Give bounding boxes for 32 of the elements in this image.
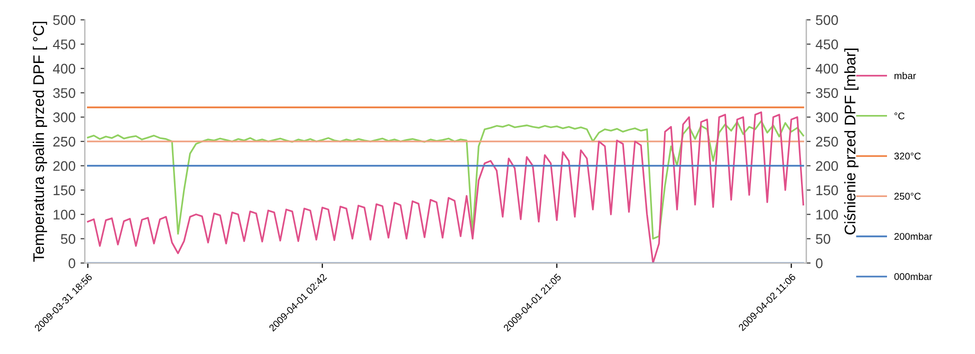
y-tick-label: 150 <box>54 185 76 196</box>
y2-tick-label: 50 <box>816 234 830 244</box>
y2-tick-label: 250 <box>816 136 838 147</box>
y-tick-label: 300 <box>53 112 76 122</box>
y2-tick-label: 100 <box>816 210 838 220</box>
y-tick-label: 0 <box>68 258 76 268</box>
y-tick-label: 200 <box>53 161 76 171</box>
y2-tick-label: 300 <box>816 112 838 122</box>
y2-tick-label: 500 <box>816 15 838 25</box>
y-tick-label: 450 <box>52 39 76 50</box>
y2-tick-label: 200 <box>816 161 838 171</box>
y2-tick-label: 350 <box>816 88 838 98</box>
y-tick-label: 50 <box>60 234 76 244</box>
line-series <box>86 111 804 264</box>
y-tick-label: 400 <box>52 64 76 74</box>
legend-label: °C <box>894 112 904 120</box>
line-series <box>86 120 804 240</box>
y2-tick-label: 400 <box>816 64 838 74</box>
y-tick-label: 100 <box>54 210 76 220</box>
y2-axis-title: Ciśnienie przed DPF [mbar] <box>844 48 858 234</box>
y-tick-label: 500 <box>53 15 76 25</box>
legend-label: 250°C <box>894 192 921 200</box>
legend-label: mbar <box>894 72 916 80</box>
legend-label: 000mbar <box>894 272 932 280</box>
y2-tick-label: 150 <box>816 185 838 196</box>
y-tick-label: 350 <box>53 88 76 98</box>
y-tick-label: 250 <box>53 136 76 147</box>
legend-label: 200mbar <box>894 232 932 240</box>
legend-label: 320°C <box>894 152 921 160</box>
y2-tick-label: 0 <box>816 258 823 268</box>
y-axis-title: Temperatura spalin przed DPF [ °C] <box>32 22 48 262</box>
y2-tick-label: 450 <box>816 39 838 50</box>
